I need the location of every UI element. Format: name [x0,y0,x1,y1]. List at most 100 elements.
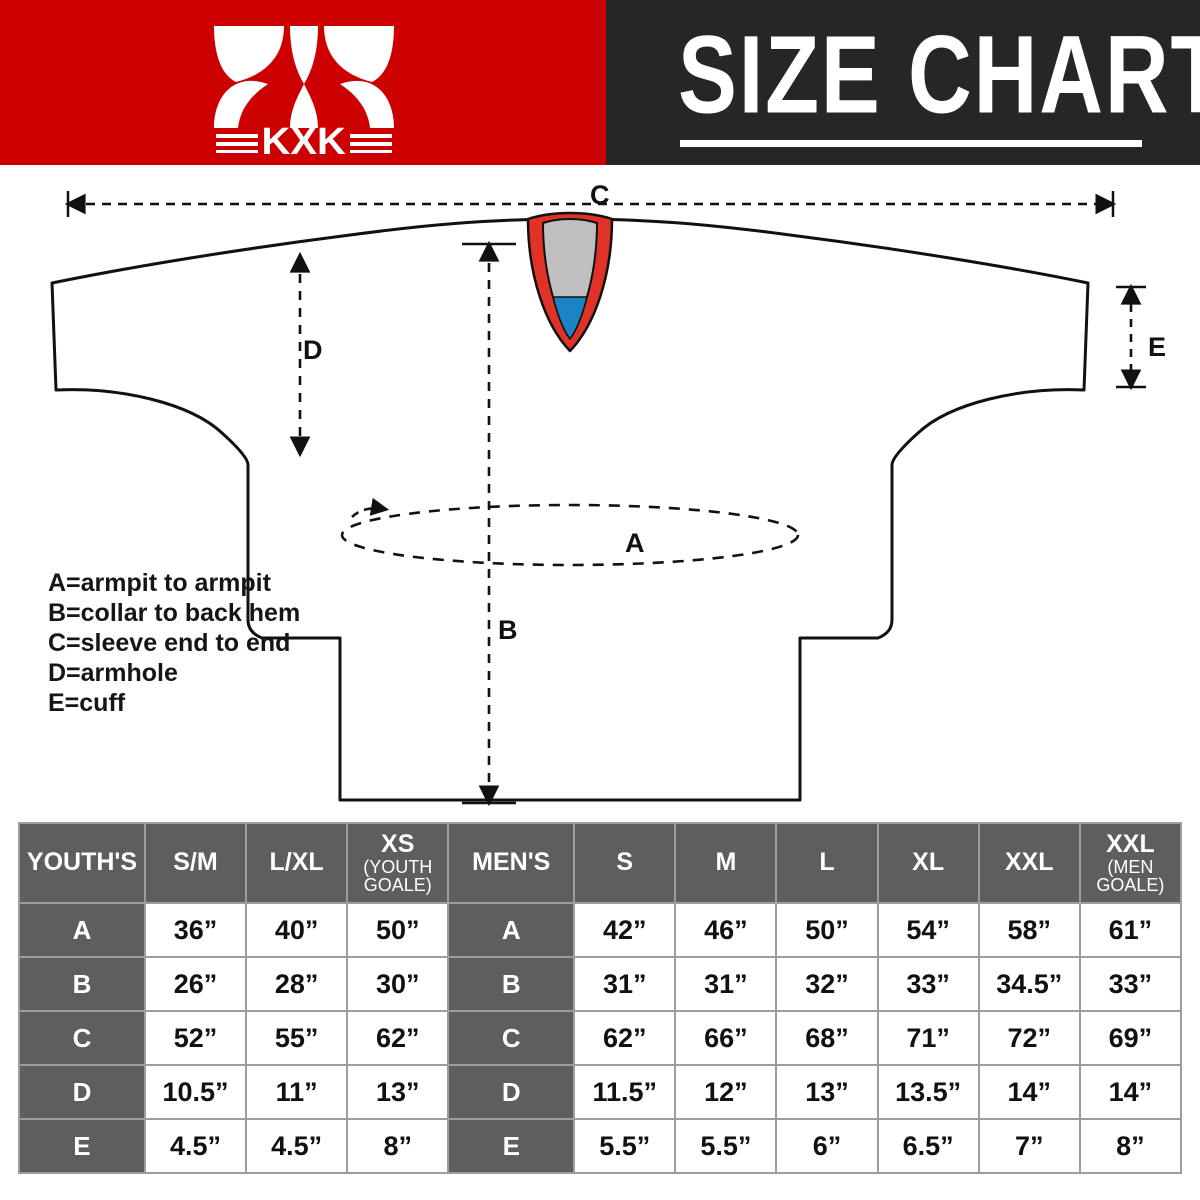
dimension-label-c: C [590,180,610,210]
column-header-label: YOUTH'S [26,848,138,877]
row-label-men: D [449,1066,574,1118]
table-cell: 14” [979,1066,1079,1118]
table-cell: 69” [1080,1012,1180,1064]
column-header: XL [878,824,978,902]
dimension-label-b: B [498,615,518,645]
column-header: S/M [145,824,246,902]
jersey-diagram: C D E A B A=armpit to armpit B=collar to… [0,165,1200,820]
table-cell: 33” [878,958,978,1010]
table-cell: 5.5” [676,1120,776,1172]
table-cell: 54” [878,904,978,956]
column-header-label: S [616,848,634,877]
column-header: S [575,824,675,902]
page-title-wrap: SIZE CHART [678,13,1200,148]
table-cell: 8” [1080,1120,1180,1172]
table-cell: 34.5” [979,958,1079,1010]
column-header: MEN'S [449,824,574,902]
table-cell: 46” [676,904,776,956]
header-brand-panel: KXK [0,0,606,165]
row-label-youth: E [20,1120,144,1172]
table-cell: 72” [979,1012,1079,1064]
row-label-men: B [449,958,574,1010]
table-cell: 42” [575,904,675,956]
table-header-row: YOUTH'S S/M L/XL XS (YOUTH GOALE) MEN'S … [20,824,1180,902]
table-cell: 8” [348,1120,448,1172]
dimension-line-e [1116,283,1146,391]
jersey-technical-drawing [50,191,1146,807]
table-body: A 36” 40” 50” A 42” 46” 50” 54” 58” 61” … [20,904,1180,1172]
legend-item: A=armpit to armpit [48,569,271,597]
column-header-label: XS [381,830,415,859]
table-cell: 26” [145,958,246,1010]
title-underline-rule [680,140,1142,147]
column-header-sublabel: (MEN GOALE) [1096,856,1165,895]
legend-item: E=cuff [48,689,126,717]
dimension-label-a: A [625,528,645,558]
table-cell: 10.5” [145,1066,246,1118]
size-chart-table: YOUTH'S S/M L/XL XS (YOUTH GOALE) MEN'S … [18,822,1182,1174]
column-header: L [777,824,877,902]
table-cell: 28” [247,958,347,1010]
table-cell: 11” [247,1066,347,1118]
table-cell: 33” [1080,958,1180,1010]
table-cell: 50” [777,904,877,956]
table-cell: 31” [575,958,675,1010]
table-cell: 36” [145,904,246,956]
svg-text:KXK: KXK [262,121,346,154]
column-header: YOUTH'S [20,824,144,902]
table-row: E 4.5” 4.5” 8” E 5.5” 5.5” 6” 6.5” 7” 8” [20,1120,1180,1172]
table-cell: 62” [575,1012,675,1064]
row-label-men: A [449,904,574,956]
row-label-youth: B [20,958,144,1010]
column-header-label: MEN'S [472,848,551,877]
column-header-sublabel: (YOUTH GOALE) [363,856,433,895]
jersey-outline [50,217,1090,802]
dimension-label-d: D [303,335,323,365]
table-row: B 26” 28” 30” B 31” 31” 32” 33” 34.5” 33… [20,958,1180,1010]
table-cell: 4.5” [247,1120,347,1172]
column-header-label: S/M [173,848,218,877]
column-header-label: XXL [1004,848,1054,877]
table-row: C 52” 55” 62” C 62” 66” 68” 71” 72” 69” [20,1012,1180,1064]
size-table-area: YOUTH'S S/M L/XL XS (YOUTH GOALE) MEN'S … [18,822,1182,1174]
page-title: SIZE CHART [678,13,1200,137]
table-cell: 4.5” [145,1120,246,1172]
table-cell: 11.5” [575,1066,675,1118]
table-row: D 10.5” 11” 13” D 11.5” 12” 13” 13.5” 14… [20,1066,1180,1118]
table-cell: 66” [676,1012,776,1064]
table-cell: 61” [1080,904,1180,956]
table-cell: 6.5” [878,1120,978,1172]
table-cell: 71” [878,1012,978,1064]
legend-item: D=armhole [48,659,178,687]
table-cell: 32” [777,958,877,1010]
column-header-label: XL [912,848,945,877]
table-cell: 68” [777,1012,877,1064]
row-label-youth: C [20,1012,144,1064]
column-header: XXL (MEN GOALE) [1080,824,1180,902]
table-cell: 30” [348,958,448,1010]
column-header-label: M [715,848,737,877]
table-cell: 13” [348,1066,448,1118]
table-cell: 14” [1080,1066,1180,1118]
column-header-label: XXL [1106,830,1155,859]
column-header: XXL [979,824,1079,902]
column-header: XS (YOUTH GOALE) [348,824,448,902]
table-cell: 5.5” [575,1120,675,1172]
column-header-label: L/XL [269,848,324,877]
row-label-youth: A [20,904,144,956]
table-cell: 13.5” [878,1066,978,1118]
table-cell: 7” [979,1120,1079,1172]
table-cell: 12” [676,1066,776,1118]
table-cell: 13” [777,1066,877,1118]
row-label-youth: D [20,1066,144,1118]
measurement-legend: A=armpit to armpit B=collar to back hem … [48,568,378,718]
dimension-line-b [462,240,516,807]
row-label-men: C [449,1012,574,1064]
page-header: KXK SIZE CHART [0,0,1200,165]
dimension-ellipse-a [340,497,800,567]
column-header: L/XL [247,824,347,902]
table-cell: 52” [145,1012,246,1064]
table-cell: 62” [348,1012,448,1064]
table-cell: 31” [676,958,776,1010]
table-cell: 6” [777,1120,877,1172]
